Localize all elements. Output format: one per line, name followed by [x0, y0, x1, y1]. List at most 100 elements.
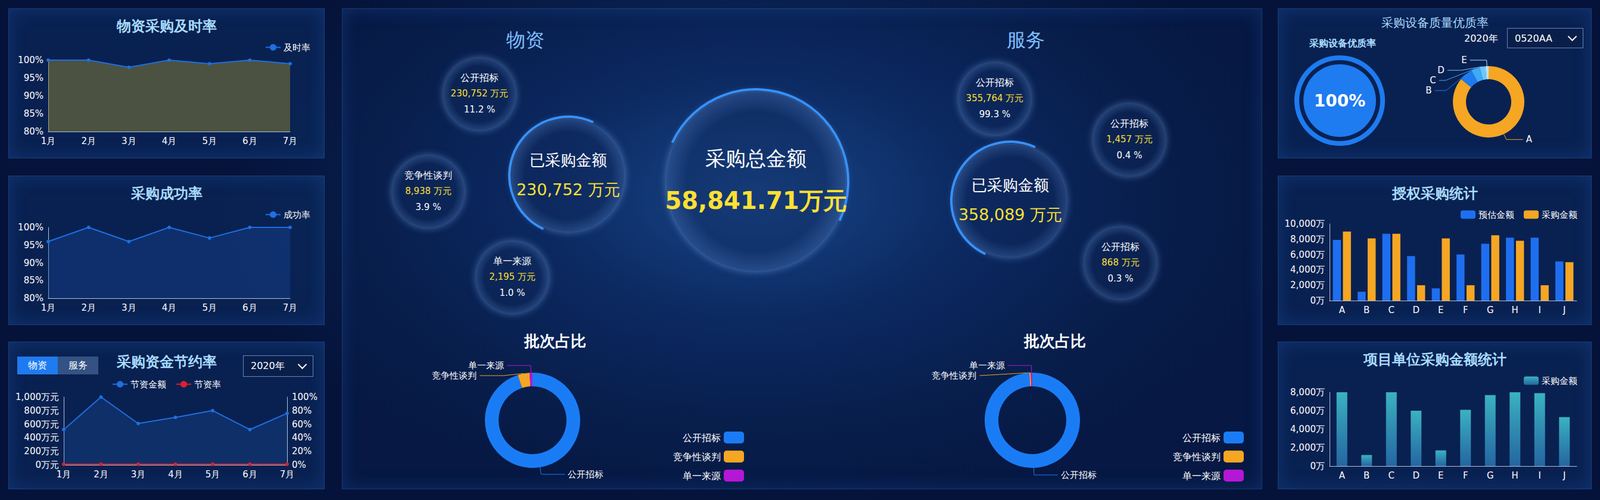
- svg-text:批次占比: 批次占比: [523, 332, 587, 351]
- svg-text:批次占比: 批次占比: [1023, 332, 1086, 351]
- svg-text:G: G: [1486, 304, 1494, 316]
- svg-text:90%: 90%: [23, 90, 44, 102]
- svg-text:7月: 7月: [279, 469, 295, 481]
- svg-text:公开招标: 公开招标: [682, 432, 721, 444]
- svg-text:单一来源: 单一来源: [969, 360, 1005, 372]
- svg-text:5月: 5月: [201, 302, 217, 314]
- svg-text:2月: 2月: [93, 469, 109, 481]
- svg-text:1月: 1月: [41, 135, 56, 147]
- svg-text:60%: 60%: [291, 419, 312, 431]
- svg-text:D: D: [1437, 64, 1445, 76]
- svg-text:10,000万: 10,000万: [1284, 218, 1326, 230]
- svg-text:I: I: [1538, 304, 1542, 316]
- svg-text:85%: 85%: [23, 108, 44, 120]
- svg-text:授权采购统计: 授权采购统计: [1391, 185, 1478, 202]
- svg-text:40%: 40%: [291, 432, 312, 444]
- svg-text:3月: 3月: [121, 302, 137, 314]
- svg-text:A: A: [1339, 304, 1346, 316]
- svg-text:6,000万: 6,000万: [1290, 405, 1325, 417]
- svg-text:1月: 1月: [56, 469, 72, 481]
- svg-text:A: A: [1339, 470, 1346, 482]
- svg-text:节资率: 节资率: [194, 379, 221, 391]
- svg-text:800万元: 800万元: [23, 405, 59, 417]
- svg-text:80%: 80%: [291, 405, 312, 417]
- svg-text:4月: 4月: [162, 302, 177, 314]
- svg-text:成功率: 成功率: [283, 209, 311, 221]
- svg-text:竞争性谈判: 竞争性谈判: [431, 370, 477, 382]
- svg-text:8,000万: 8,000万: [1290, 387, 1325, 398]
- svg-text:A: A: [1526, 134, 1533, 145]
- svg-text:H: H: [1511, 470, 1519, 482]
- svg-text:5月: 5月: [201, 135, 217, 147]
- svg-text:2,000万: 2,000万: [1290, 442, 1325, 454]
- svg-text:100%: 100%: [17, 54, 44, 66]
- svg-text:100%: 100%: [17, 222, 44, 233]
- svg-text:2月: 2月: [81, 135, 96, 147]
- svg-text:6月: 6月: [242, 469, 258, 481]
- svg-text:5月: 5月: [205, 469, 221, 481]
- svg-text:0万: 0万: [1309, 295, 1325, 307]
- svg-text:200万元: 200万元: [23, 446, 59, 457]
- svg-text:采购资金节约率: 采购资金节约率: [116, 353, 217, 371]
- svg-text:1月: 1月: [41, 302, 56, 314]
- svg-text:采购金额: 采购金额: [1541, 209, 1578, 221]
- svg-text:95%: 95%: [23, 240, 44, 251]
- svg-text:0万元: 0万元: [35, 459, 59, 471]
- svg-text:公开招标: 公开招标: [1060, 469, 1097, 481]
- svg-text:4,000万: 4,000万: [1290, 264, 1325, 276]
- svg-text:采购设备优质率: 采购设备优质率: [1308, 37, 1377, 49]
- svg-text:C: C: [1388, 304, 1395, 316]
- svg-text:400万元: 400万元: [23, 432, 59, 444]
- svg-text:1,000万元: 1,000万元: [15, 391, 59, 403]
- svg-text:采购成功率: 采购成功率: [130, 185, 203, 202]
- svg-text:项目单位采购金额统计: 项目单位采购金额统计: [1362, 351, 1507, 369]
- svg-text:7月: 7月: [282, 135, 298, 147]
- svg-text:20%: 20%: [291, 446, 312, 457]
- svg-text:物资采购及时率: 物资采购及时率: [116, 17, 217, 35]
- svg-text:E: E: [1437, 304, 1444, 316]
- svg-text:6月: 6月: [242, 135, 258, 147]
- svg-text:G: G: [1486, 470, 1494, 482]
- svg-text:C: C: [1429, 75, 1436, 86]
- svg-text:公开招标: 公开招标: [1182, 432, 1221, 444]
- svg-text:及时率: 及时率: [283, 42, 311, 54]
- svg-text:C: C: [1388, 470, 1395, 482]
- svg-text:J: J: [1562, 470, 1566, 482]
- svg-text:2月: 2月: [81, 302, 96, 314]
- svg-text:B: B: [1425, 85, 1432, 96]
- svg-text:单一来源: 单一来源: [682, 470, 721, 482]
- svg-text:H: H: [1511, 304, 1519, 316]
- svg-text:2,000万: 2,000万: [1290, 279, 1325, 291]
- svg-text:8,000万: 8,000万: [1290, 234, 1325, 245]
- svg-text:4月: 4月: [162, 135, 177, 147]
- svg-text:D: D: [1412, 470, 1420, 482]
- svg-text:6,000万: 6,000万: [1290, 249, 1325, 261]
- svg-text:3月: 3月: [131, 469, 146, 481]
- svg-text:4月: 4月: [167, 469, 183, 481]
- svg-text:4,000万: 4,000万: [1290, 424, 1325, 435]
- svg-text:7月: 7月: [282, 302, 298, 314]
- svg-text:D: D: [1412, 304, 1420, 316]
- svg-text:竞争性谈判: 竞争性谈判: [673, 451, 721, 463]
- svg-text:90%: 90%: [23, 257, 44, 269]
- svg-text:F: F: [1462, 470, 1469, 482]
- svg-text:单一来源: 单一来源: [1182, 470, 1221, 482]
- svg-text:竞争性谈判: 竞争性谈判: [931, 370, 977, 382]
- svg-text:预估金额: 预估金额: [1478, 209, 1515, 221]
- svg-text:6月: 6月: [242, 302, 258, 314]
- svg-text:85%: 85%: [23, 275, 44, 286]
- svg-text:B: B: [1363, 470, 1370, 482]
- svg-text:100%: 100%: [1314, 91, 1366, 111]
- svg-text:I: I: [1538, 470, 1542, 482]
- svg-text:E: E: [1461, 54, 1467, 66]
- svg-text:F: F: [1462, 304, 1469, 316]
- svg-text:95%: 95%: [23, 72, 44, 84]
- svg-text:600万元: 600万元: [23, 419, 59, 431]
- svg-text:3月: 3月: [121, 135, 137, 147]
- svg-text:竞争性谈判: 竞争性谈判: [1172, 451, 1221, 463]
- svg-text:100%: 100%: [291, 391, 318, 403]
- svg-text:单一来源: 单一来源: [468, 360, 504, 372]
- svg-text:0万: 0万: [1309, 461, 1325, 472]
- svg-text:采购设备质量优质率: 采购设备质量优质率: [1381, 15, 1489, 30]
- svg-text:B: B: [1363, 304, 1370, 316]
